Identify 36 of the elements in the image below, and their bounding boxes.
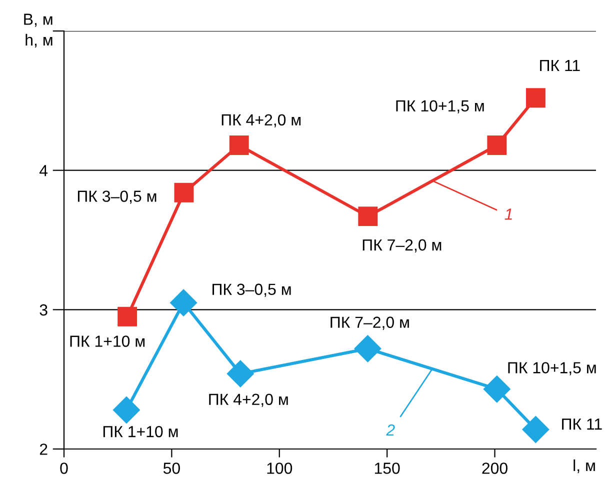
point [170,289,197,316]
annotation: ПК 1+10 м [103,426,178,438]
point [113,396,140,424]
x-tick-label: 50 [163,462,180,474]
point [118,306,138,326]
point [483,376,510,403]
point [174,182,194,202]
x-axis-title: l, м [574,459,595,474]
x-tick-label: 100 [267,462,292,474]
annotation: ПК 11 [562,418,602,430]
annotation: ПК 10+1,5 м [508,362,596,376]
y-tick-label: 4 [40,165,48,176]
text: 2 [386,424,395,436]
annotation: ПК 4+2,0 м [222,114,301,128]
annotation: ПК 3–0,5 м [212,284,291,297]
y-tick-label: 3 [40,304,48,316]
point [358,206,378,226]
point [487,136,507,155]
x-tick-label: 200 [482,462,508,474]
annotation: ПК 7–2,0 м [330,316,409,330]
x-tick-label: 0 [60,462,68,474]
point [354,335,382,362]
x-tick-label: 150 [374,462,400,474]
annotation: ПК 1+10 м [70,336,145,347]
annotation: ПК 4+2,0 м [209,394,288,407]
point [226,360,254,388]
annotation: ПК 3–0,5 м [78,190,156,204]
y-axis-title: B, м h, м [24,14,52,48]
point [526,88,546,108]
annotation: ПК 11 [540,60,580,72]
point [522,416,550,443]
annotation: ПК 7–2,0 м [362,239,442,252]
annotation: ПК 10+1,5 м [396,100,484,114]
text: 1 [504,208,512,220]
y-tick-label: 2 [40,444,48,455]
point [229,136,249,155]
